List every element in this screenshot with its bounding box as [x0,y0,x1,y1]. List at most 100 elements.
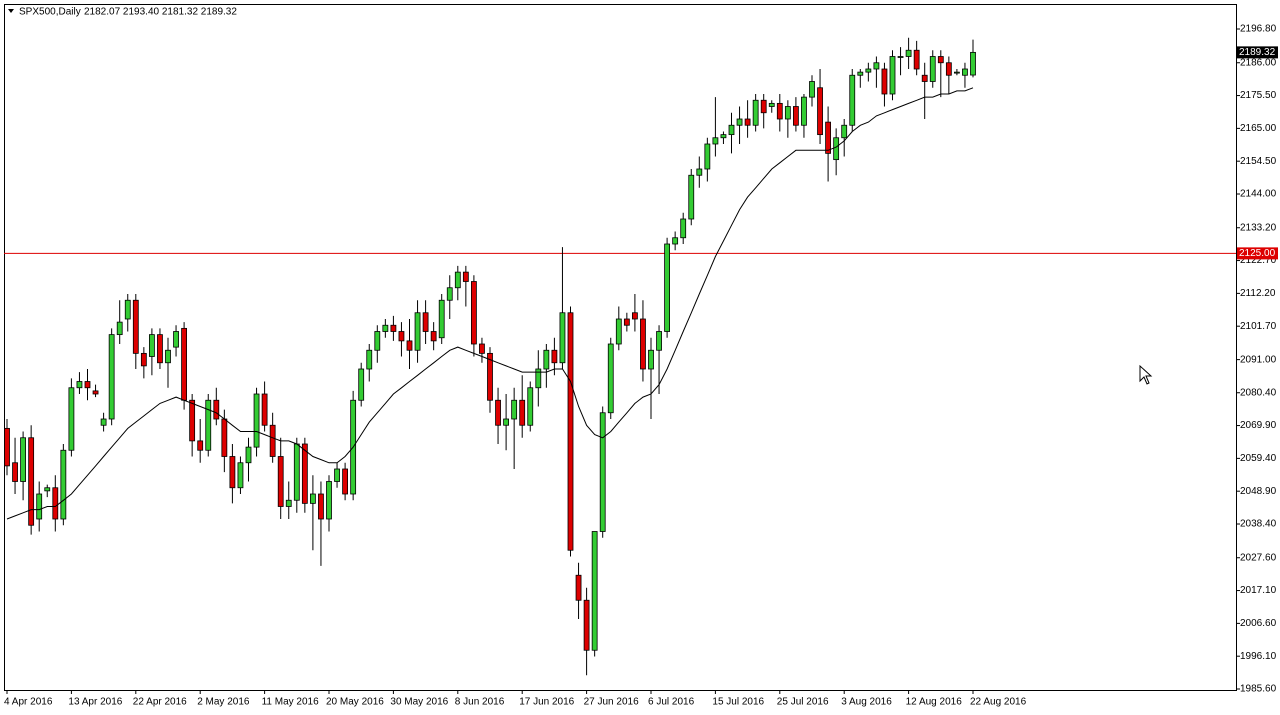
candle-body [889,56,896,95]
candle-body [688,174,695,220]
y-tick-label: 2027.60 [1240,552,1277,563]
candle-body [825,121,831,154]
chart-title: SPX500,Daily [19,7,81,18]
candle-body [640,318,646,370]
x-tick-label: 17 Jun 2016 [519,697,574,708]
candle-body [527,387,534,426]
candle-body [309,493,316,504]
candle-body [487,352,493,401]
candle-body [189,399,196,442]
candle-body [60,449,67,520]
candle-body [430,331,437,342]
candle-body [342,468,349,495]
candle-body [776,102,783,120]
x-tick-label: 30 May 2016 [390,697,448,708]
candle-body [704,143,711,170]
candle-body [632,312,638,320]
y-tick-label: 2154.50 [1240,156,1277,167]
candle-body [293,443,300,501]
candle-body [817,87,823,136]
candle-body [543,349,550,370]
candle-body [197,440,204,451]
candle-body [696,168,703,176]
candle-body [583,599,590,651]
moving-average [6,87,974,520]
candle-body [849,74,856,126]
candle-body [511,399,518,420]
candle-body [414,312,421,351]
candle-body [318,493,324,520]
candle-body [165,349,171,364]
candle-body [181,327,188,401]
candle-body [615,318,622,345]
y-tick-label: 2059.40 [1240,453,1277,464]
y-tick-label: 2175.50 [1240,90,1277,101]
candle-body [285,499,292,507]
x-tick-label: 22 Apr 2016 [133,697,187,708]
candle-body [446,287,453,301]
y-tick-label: 2038.40 [1240,519,1277,530]
candle-body [744,118,751,126]
candle-body [760,99,767,114]
y-tick-label: 2133.20 [1240,222,1277,233]
candle-body [929,56,936,82]
x-tick-label: 27 Jun 2016 [584,697,639,708]
candle-body [551,349,558,364]
candle-body [607,343,614,414]
candle-body [301,443,308,504]
candle-body [229,456,236,489]
candle-body [833,137,840,161]
candle-body [173,331,179,348]
x-tick-label: 13 Apr 2016 [68,697,122,708]
candle-body [108,334,115,420]
x-tick-label: 22 Aug 2016 [970,697,1027,708]
y-tick-label: 2017.10 [1240,585,1277,596]
candle-body [937,56,944,64]
candle-body [20,437,27,482]
candle-body [599,412,606,532]
candle-body [12,462,18,482]
plot-frame [4,4,1237,691]
candle-body [92,390,99,395]
candle-body [905,49,912,57]
candle-body [277,456,284,507]
candle-body [245,446,252,464]
y-tick-label: 2112.20 [1240,288,1276,299]
candle-body [148,334,155,357]
candle-body [841,124,848,139]
candle-body [970,51,976,76]
candle-body [44,487,51,492]
last-price-label: 2189.32 [1239,47,1276,58]
y-tick-label: 2080.40 [1240,387,1277,398]
candle-body [68,387,75,451]
x-tick-label: 20 May 2016 [326,697,384,708]
candle-body [253,393,260,448]
candle-body [857,71,864,76]
candle-body [768,102,775,107]
candle-body [28,437,35,526]
candle-body [221,418,228,457]
candle-body [406,340,413,351]
candle-body [261,393,268,426]
candle-body [84,381,91,389]
candle-body [656,331,662,351]
candle-body [326,481,332,520]
candle-body [334,468,340,482]
x-tick-label: 8 Jun 2016 [455,697,505,708]
candle-body [100,418,107,426]
candle-body [897,56,904,58]
chart-subtitle: 2182.07 2193.40 2181.32 2189.32 [84,7,237,18]
candle-body [358,368,365,401]
y-tick-label: 1985.60 [1240,684,1277,695]
candle-body [672,237,679,245]
x-tick-label: 15 Jul 2016 [712,697,764,708]
candle-body [567,312,574,551]
x-tick-label: 3 Aug 2016 [841,697,892,708]
candle-body [623,318,630,326]
menu-triangle[interactable] [8,9,14,13]
candle-body [366,349,373,370]
candle-body [720,134,727,139]
candle-body [793,106,799,126]
candle-body [422,312,429,332]
